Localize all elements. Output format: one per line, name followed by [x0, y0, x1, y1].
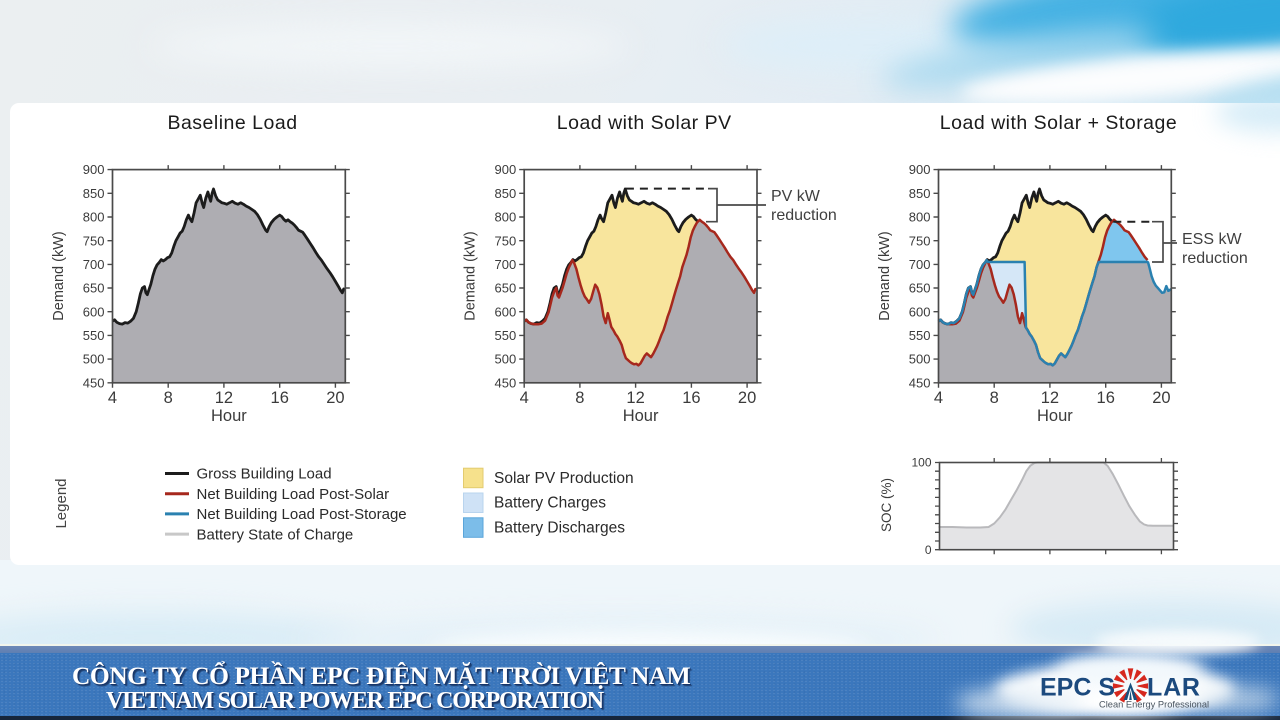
- svg-text:Baseline Load: Baseline Load: [167, 112, 297, 134]
- svg-text:Hour: Hour: [211, 407, 247, 425]
- svg-text:850: 850: [494, 186, 516, 201]
- svg-text:Demand (kW): Demand (kW): [877, 231, 893, 320]
- svg-text:Hour: Hour: [623, 407, 659, 425]
- svg-text:700: 700: [494, 257, 516, 272]
- svg-text:750: 750: [909, 233, 931, 248]
- svg-text:8: 8: [990, 389, 999, 407]
- svg-text:Solar PV Production: Solar PV Production: [494, 470, 634, 487]
- svg-text:900: 900: [83, 162, 105, 177]
- svg-text:700: 700: [909, 257, 931, 272]
- svg-text:12: 12: [1041, 389, 1059, 407]
- svg-text:750: 750: [494, 233, 516, 248]
- svg-text:800: 800: [494, 210, 516, 225]
- svg-text:16: 16: [1097, 389, 1115, 407]
- svg-text:ESS kW: ESS kW: [1182, 231, 1242, 248]
- svg-text:LAR: LAR: [1147, 674, 1201, 702]
- svg-text:650: 650: [494, 281, 516, 296]
- svg-text:SOC (%): SOC (%): [879, 478, 894, 532]
- svg-text:reduction: reduction: [1182, 250, 1248, 267]
- svg-text:800: 800: [909, 210, 931, 225]
- svg-text:Battery Discharges: Battery Discharges: [494, 519, 625, 536]
- svg-text:550: 550: [83, 328, 105, 343]
- svg-text:600: 600: [83, 304, 105, 319]
- svg-text:100: 100: [911, 456, 931, 470]
- svg-text:PV kW: PV kW: [771, 188, 821, 205]
- svg-text:8: 8: [164, 389, 173, 407]
- svg-text:4: 4: [108, 389, 117, 407]
- svg-text:12: 12: [626, 389, 644, 407]
- svg-text:500: 500: [83, 352, 105, 367]
- svg-text:450: 450: [83, 375, 105, 390]
- svg-text:650: 650: [909, 281, 931, 296]
- svg-text:Legend: Legend: [53, 478, 70, 528]
- svg-text:20: 20: [738, 389, 756, 407]
- svg-text:Demand (kW): Demand (kW): [51, 231, 67, 320]
- svg-text:0: 0: [925, 543, 932, 557]
- svg-text:500: 500: [909, 352, 931, 367]
- svg-text:550: 550: [909, 328, 931, 343]
- svg-text:450: 450: [494, 375, 516, 390]
- svg-text:700: 700: [83, 257, 105, 272]
- svg-text:8: 8: [575, 389, 584, 407]
- svg-text:Battery State of Charge: Battery State of Charge: [197, 526, 354, 543]
- svg-text:650: 650: [83, 281, 105, 296]
- svg-text:12: 12: [215, 389, 233, 407]
- svg-text:20: 20: [326, 389, 344, 407]
- svg-text:16: 16: [271, 389, 289, 407]
- svg-text:EPC S: EPC S: [1040, 674, 1115, 702]
- svg-text:Hour: Hour: [1037, 407, 1073, 425]
- svg-text:450: 450: [909, 375, 931, 390]
- svg-text:Load with Solar PV: Load with Solar PV: [557, 112, 732, 134]
- svg-text:Gross Building Load: Gross Building Load: [197, 466, 332, 483]
- svg-text:500: 500: [494, 352, 516, 367]
- svg-text:Clean Energy Professional: Clean Energy Professional: [1099, 700, 1209, 710]
- svg-text:850: 850: [909, 186, 931, 201]
- svg-text:800: 800: [83, 210, 105, 225]
- svg-text:Net Building Load Post-Solar: Net Building Load Post-Solar: [197, 486, 390, 503]
- svg-text:4: 4: [520, 389, 529, 407]
- svg-text:Battery Charges: Battery Charges: [494, 495, 606, 512]
- svg-text:900: 900: [494, 162, 516, 177]
- svg-text:20: 20: [1152, 389, 1170, 407]
- svg-text:Load with Solar + Storage: Load with Solar + Storage: [940, 112, 1177, 134]
- svg-text:reduction: reduction: [771, 207, 837, 224]
- svg-text:600: 600: [909, 304, 931, 319]
- svg-text:16: 16: [682, 389, 700, 407]
- svg-text:850: 850: [83, 186, 105, 201]
- svg-text:4: 4: [934, 389, 943, 407]
- svg-text:600: 600: [494, 304, 516, 319]
- svg-text:750: 750: [83, 233, 105, 248]
- svg-text:550: 550: [494, 328, 516, 343]
- svg-text:Demand (kW): Demand (kW): [463, 231, 479, 320]
- svg-text:Net Building Load Post-Storage: Net Building Load Post-Storage: [197, 506, 407, 523]
- svg-text:900: 900: [909, 162, 931, 177]
